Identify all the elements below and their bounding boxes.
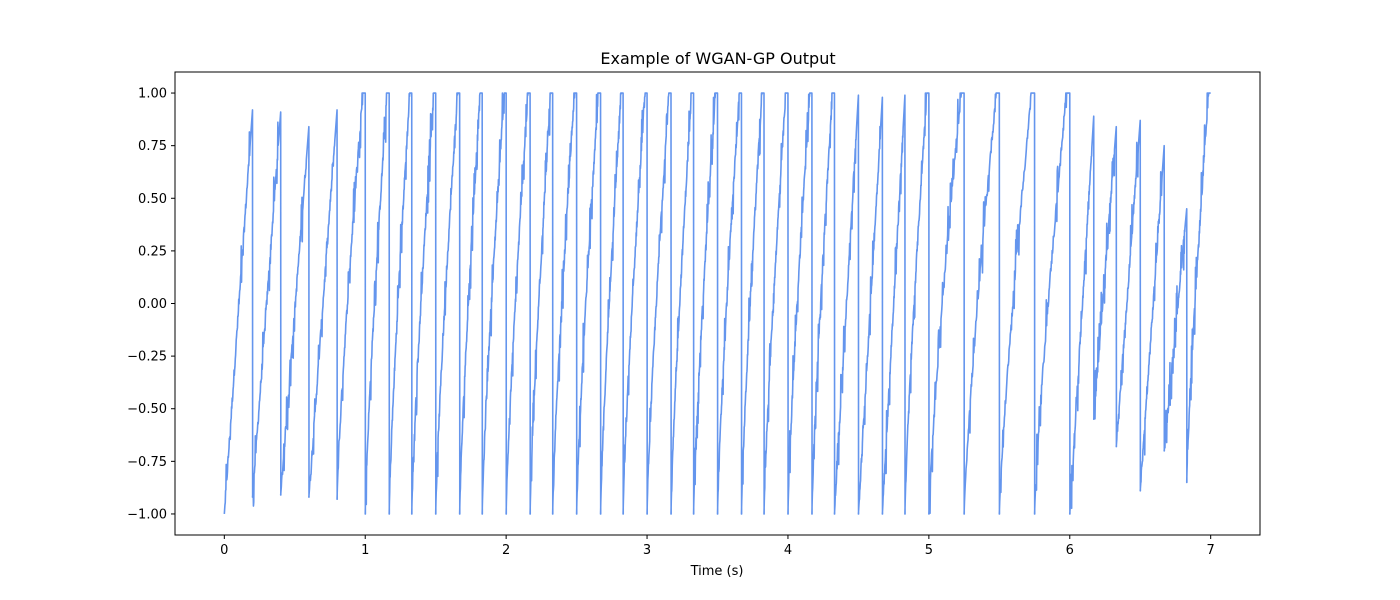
- y-tick-label: −0.50: [127, 402, 167, 417]
- y-tick-label: 0.00: [138, 297, 167, 312]
- x-tick-label: 7: [1207, 543, 1215, 558]
- y-tick-label: 0.25: [138, 244, 167, 259]
- axes-frame: [174, 71, 1261, 536]
- y-tick-label: −1.00: [127, 507, 167, 522]
- y-tick-label: −0.25: [127, 350, 167, 365]
- y-tick-label: 1.00: [138, 87, 167, 102]
- series-line-0: [223, 92, 1212, 515]
- plot-area: [223, 92, 1212, 515]
- x-tick-label: 0: [220, 543, 228, 558]
- x-tick-label: 4: [784, 543, 792, 558]
- x-axis-label: Time (s): [690, 564, 744, 579]
- y-tick-label: 0.75: [138, 139, 167, 154]
- y-tick-label: 0.50: [138, 192, 167, 207]
- chart-title: Example of WGAN-GP Output: [600, 49, 835, 68]
- x-tick-label: 5: [925, 543, 933, 558]
- x-tick-label: 1: [361, 543, 369, 558]
- x-tick-label: 6: [1066, 543, 1074, 558]
- y-tick-label: −0.75: [127, 455, 167, 470]
- x-tick-label: 3: [643, 543, 651, 558]
- x-axis: 0 1 2 3 4 5 6 7: [220, 535, 1215, 558]
- x-tick-label: 2: [502, 543, 510, 558]
- y-axis: −1.00 −0.75 −0.50 −0.25 0.00 0.25 0.50 0.75 1.00: [127, 87, 175, 522]
